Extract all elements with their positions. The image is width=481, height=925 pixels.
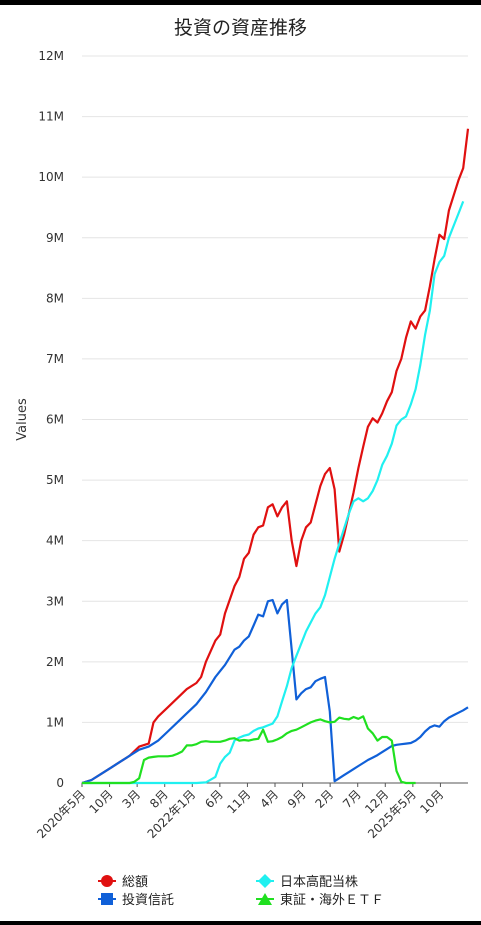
legend-item-2: 投資信託 xyxy=(98,889,174,908)
y-tick-label: 0 xyxy=(56,776,64,790)
chart-legend: 総額投資信託 日本高配当株東証・海外ＥＴＦ xyxy=(0,867,481,917)
legend-label: 日本高配当株 xyxy=(280,875,359,890)
series-line-2 xyxy=(81,598,469,785)
chart-card: 投資の資産推移 0 1M 2M 3M 4M 5M 6M 7M 8M 9M 10M 11M 12M Valu… xyxy=(0,5,481,921)
x-tick-label: 4月 xyxy=(257,787,281,811)
y-tick-label: 4M xyxy=(46,534,64,548)
legend-item-3: 日本高配当株 xyxy=(256,871,358,890)
x-tick-label: 11月 xyxy=(224,787,253,816)
y-axis-label: Values xyxy=(15,398,30,441)
y-tick-label: 10M xyxy=(38,170,64,184)
y-tick-label: 1M xyxy=(46,715,64,729)
chart-title: 投資の資産推移 xyxy=(173,17,307,39)
y-tick-label: 8M xyxy=(46,291,64,305)
triangle-marker-icon xyxy=(256,892,274,905)
diamond-marker-icon xyxy=(256,873,274,888)
x-tick-label: 6月 xyxy=(202,787,226,811)
y-tick-label: 7M xyxy=(46,352,64,366)
legend-item-1: 総額 xyxy=(98,871,148,890)
y-tick-label: 9M xyxy=(46,231,64,245)
x-tick-label: 3月 xyxy=(119,787,143,811)
x-tick-label: 2月 xyxy=(312,787,336,811)
y-tick-label: 12M xyxy=(38,49,64,63)
y-tick-label: 2M xyxy=(46,655,64,669)
x-tick-label: 2020年5月 xyxy=(34,787,88,841)
legend-label: 東証・海外ＥＴＦ xyxy=(280,893,385,908)
chart-plot: 0 1M 2M 3M 4M 5M 6M 7M 8M 9M 10M 11M 12M Values 2020年5… xyxy=(15,49,470,841)
y-tick-label: 6M xyxy=(46,413,64,427)
x-tick-label: 9月 xyxy=(285,787,309,811)
x-tick-label: 10月 xyxy=(87,787,116,816)
square-marker-icon xyxy=(98,892,116,905)
series-line-1 xyxy=(81,128,470,785)
x-tick-label: 10月 xyxy=(417,787,446,816)
y-tick-label: 11M xyxy=(38,110,64,124)
series-line-3 xyxy=(82,201,465,785)
legend-item-4: 東証・海外ＥＴＦ xyxy=(256,889,384,908)
y-tick-label: 3M xyxy=(46,594,64,608)
legend-label: 投資信託 xyxy=(122,893,175,908)
x-tick-label: 7月 xyxy=(340,787,364,811)
series-line-4 xyxy=(82,715,416,785)
legend-label: 総額 xyxy=(122,875,149,890)
y-tick-label: 5M xyxy=(46,473,64,487)
circle-marker-icon xyxy=(98,874,116,887)
